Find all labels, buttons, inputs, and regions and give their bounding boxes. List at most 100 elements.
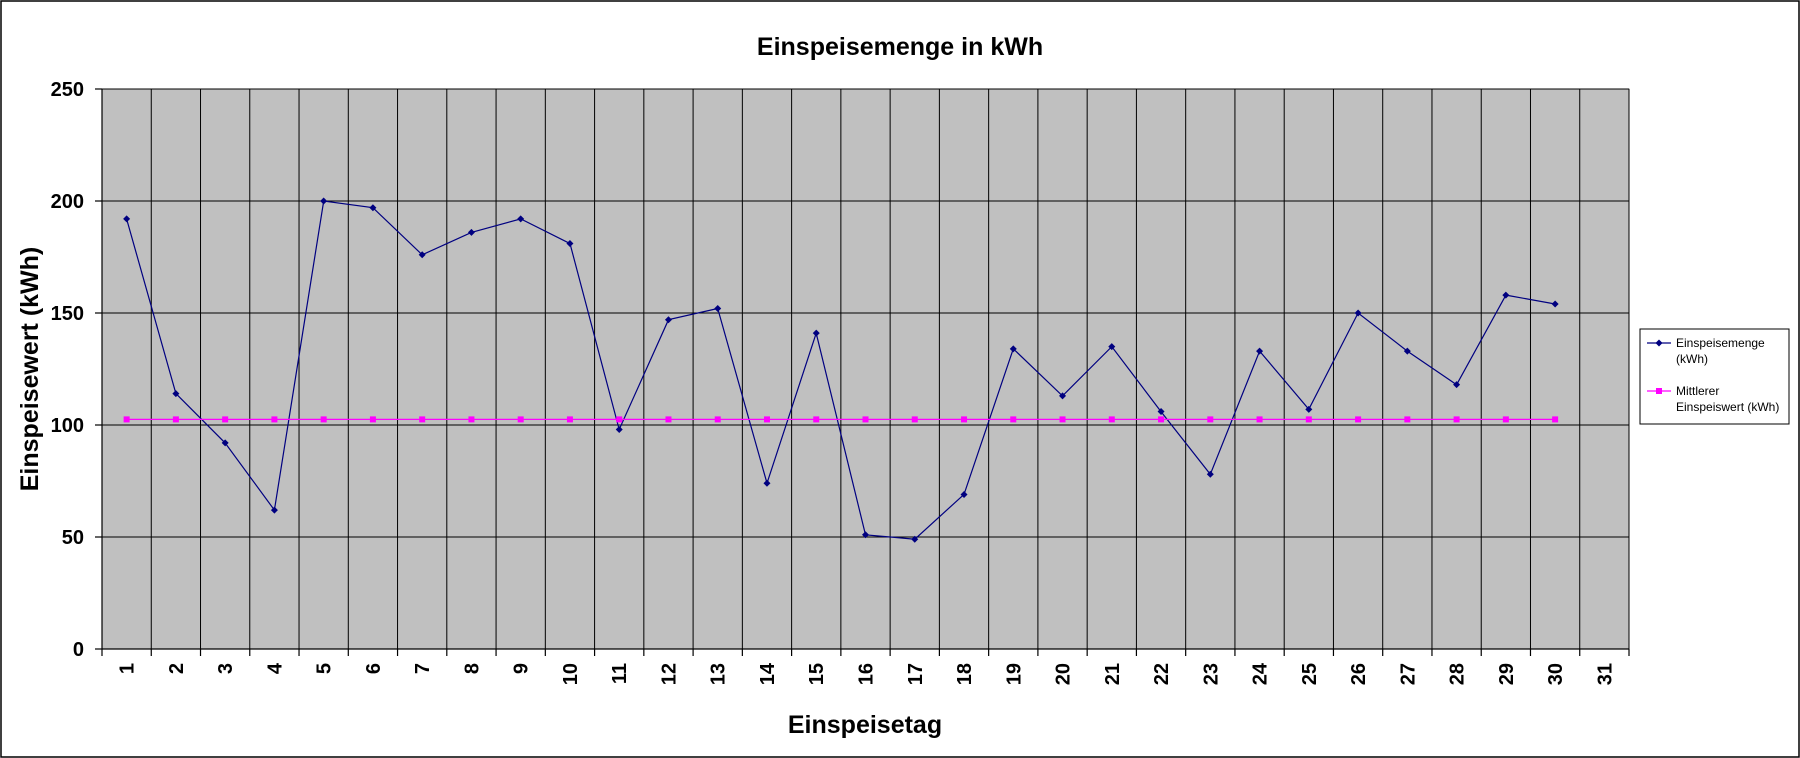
- data-point: [812, 329, 820, 337]
- x-tick-label: 14: [757, 662, 779, 685]
- legend-label: Einspeisemenge (kWh): [1676, 336, 1765, 366]
- x-axis-label: Einspeisetag: [788, 711, 942, 739]
- x-tick-label: 12: [658, 663, 680, 685]
- x-tick-label: 9: [511, 663, 533, 674]
- y-tick-label: 100: [51, 415, 84, 437]
- axes: [95, 88, 1630, 656]
- x-tick-label: 1: [117, 663, 139, 674]
- x-tick-label: 5: [314, 663, 336, 674]
- data-point: [961, 416, 968, 423]
- data-point: [1305, 405, 1313, 413]
- data-point: [369, 204, 377, 212]
- x-tick-label: 17: [905, 663, 927, 685]
- data-point: [1207, 416, 1214, 423]
- data-point: [1059, 416, 1066, 423]
- plot-area: [101, 88, 1630, 650]
- legend-marker: [1655, 339, 1663, 347]
- data-point: [320, 416, 327, 423]
- x-tick-label: 25: [1299, 663, 1321, 685]
- x-tick-label: 4: [264, 662, 286, 674]
- data-point: [221, 439, 229, 447]
- data-point: [615, 425, 623, 433]
- data-point: [467, 228, 475, 236]
- data-point: [566, 416, 573, 423]
- x-tick-label: 20: [1053, 663, 1075, 685]
- data-point: [222, 416, 229, 423]
- y-tick-label: 50: [62, 527, 84, 549]
- series-1: [123, 197, 1559, 543]
- x-tick-labels: 1 2 3 4 5 6 7 8 9 10 11 12 13 14 15 16 17 18 19 20 21 22 23 24 2…: [117, 662, 1617, 685]
- data-point: [418, 251, 426, 259]
- data-point: [1403, 347, 1411, 355]
- x-tick-label: 19: [1003, 663, 1025, 685]
- x-tick-label: 23: [1200, 663, 1222, 685]
- data-point: [911, 416, 918, 423]
- data-point: [172, 416, 179, 423]
- x-tick-label: 24: [1250, 662, 1272, 685]
- x-tick-label: 15: [806, 663, 828, 685]
- data-point: [1552, 416, 1559, 423]
- data-point: [1108, 343, 1116, 351]
- series-line: [126, 200, 1556, 540]
- data-point: [419, 416, 426, 423]
- data-point: [763, 416, 770, 423]
- x-tick-label: 29: [1496, 663, 1518, 685]
- data-point: [960, 490, 968, 498]
- data-point: [1453, 381, 1461, 389]
- x-tick-label: 3: [215, 663, 237, 674]
- data-point: [664, 316, 672, 324]
- data-point: [1108, 416, 1115, 423]
- x-tick-label: 28: [1447, 663, 1469, 685]
- data-point: [714, 305, 722, 313]
- legend: Einspeisemenge (kWh) Mittlerer Einspeiswert…: [1639, 328, 1790, 425]
- x-tick-label: 11: [609, 663, 631, 684]
- data-point: [271, 416, 278, 423]
- x-tick-label: 7: [412, 663, 434, 674]
- legend-label-line: (kWh): [1676, 352, 1708, 366]
- data-point: [1256, 416, 1263, 423]
- data-point: [862, 531, 869, 539]
- x-tick-label: 26: [1348, 663, 1370, 685]
- data-point: [468, 416, 475, 423]
- x-tick-label: 10: [560, 663, 582, 685]
- data-point: [1059, 392, 1067, 400]
- data-point: [1009, 345, 1017, 353]
- gridlines: [102, 88, 1630, 649]
- data-point: [1355, 416, 1362, 423]
- data-point: [1305, 416, 1312, 423]
- data-point: [665, 416, 672, 423]
- legend-label-line: Mittlerer: [1676, 384, 1719, 398]
- data-point: [517, 416, 524, 423]
- y-tick-label: 250: [51, 79, 84, 101]
- data-point: [566, 240, 574, 248]
- data-point: [813, 416, 820, 423]
- data-point: [1453, 416, 1460, 423]
- data-point: [1502, 291, 1510, 299]
- data-point: [270, 506, 278, 514]
- data-point: [862, 416, 869, 423]
- data-point: [517, 215, 525, 223]
- x-tick-label: 30: [1545, 663, 1567, 685]
- x-tick-label: 31: [1594, 663, 1616, 685]
- data-point: [763, 479, 771, 487]
- x-tick-label: 22: [1151, 663, 1173, 685]
- legend-marker: [1656, 388, 1662, 394]
- data-point: [369, 416, 376, 423]
- data-point: [172, 390, 180, 398]
- y-tick-label: 200: [51, 191, 84, 213]
- legend-label-line: Einspeisemenge: [1676, 336, 1765, 350]
- y-tick-labels: 0 50 100 150 200 250: [51, 79, 84, 661]
- chart-title: Einspeisemenge in kWh: [757, 33, 1043, 61]
- data-point: [714, 416, 721, 423]
- x-tick-label: 27: [1397, 663, 1419, 685]
- y-tick-label: 150: [51, 303, 84, 325]
- data-point: [1158, 416, 1165, 423]
- x-tick-label: 6: [363, 663, 385, 674]
- data-point: [320, 197, 328, 205]
- data-point: [1157, 408, 1165, 416]
- data-point: [1502, 416, 1509, 423]
- data-point: [1206, 470, 1214, 478]
- x-tick-label: 18: [954, 663, 976, 685]
- legend-label-line: Einspeiswert (kWh): [1676, 400, 1779, 414]
